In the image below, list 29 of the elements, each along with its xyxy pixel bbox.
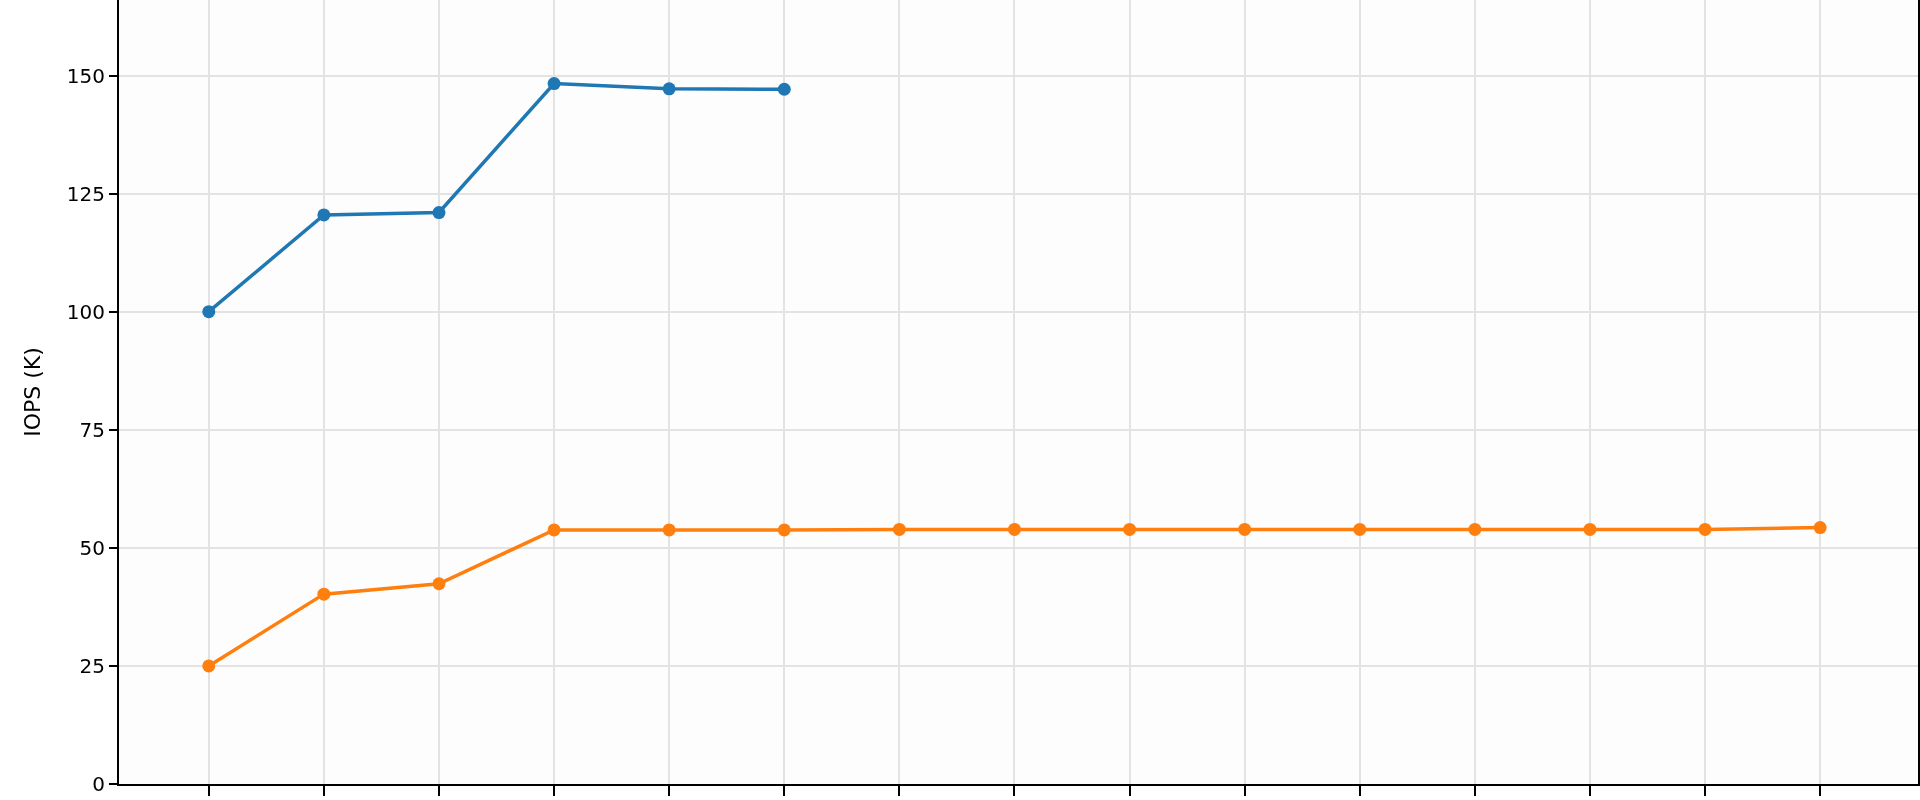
y-tick-label: 150	[66, 63, 105, 88]
y-tick-label: 50	[79, 535, 105, 560]
point	[1813, 521, 1827, 535]
point	[777, 523, 791, 537]
point	[317, 208, 331, 222]
point	[662, 523, 676, 537]
point	[202, 659, 216, 673]
point	[432, 577, 446, 591]
point	[662, 82, 676, 96]
y-tick-label: 0	[92, 772, 105, 796]
point	[892, 522, 906, 536]
point	[1123, 522, 1137, 536]
point	[1007, 522, 1021, 536]
point	[1238, 522, 1252, 536]
point	[1583, 522, 1597, 536]
point	[202, 305, 216, 319]
y-tick-label: 75	[79, 417, 105, 442]
y-axis-title: IOPS (K)	[20, 347, 46, 437]
point	[777, 82, 791, 96]
point	[547, 77, 561, 91]
point	[547, 523, 561, 537]
y-tick-label: 125	[66, 181, 105, 206]
point	[1468, 522, 1482, 536]
point	[317, 587, 331, 601]
point	[1353, 522, 1367, 536]
y-tick-label: 25	[79, 653, 105, 678]
point	[1698, 522, 1712, 536]
y-tick-label: 100	[66, 299, 105, 324]
point	[432, 206, 446, 220]
